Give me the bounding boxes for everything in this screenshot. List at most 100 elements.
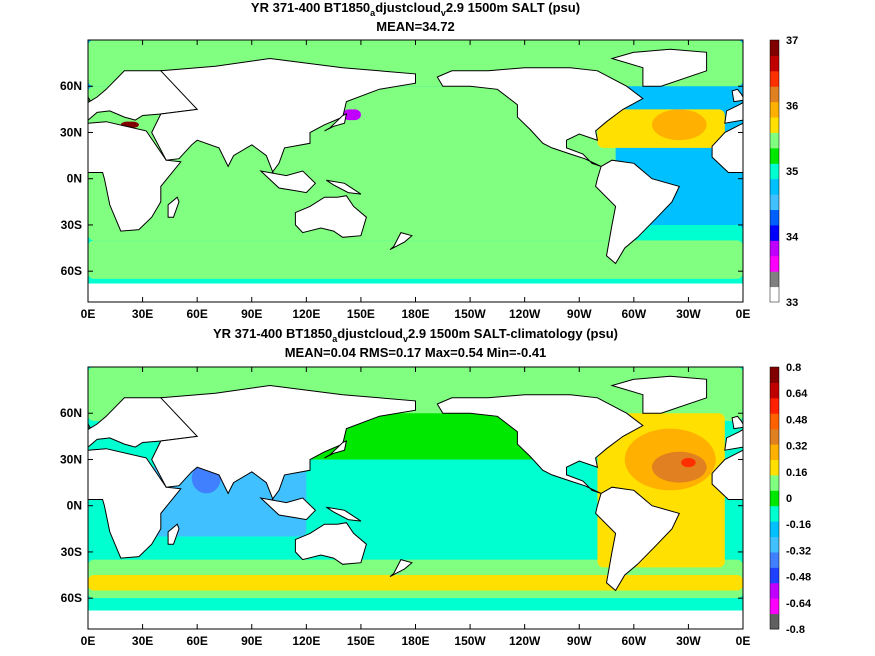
title-part: 2.9 1500m SALT (psu) [446,0,580,15]
colorbar-swatch [770,367,779,383]
land-africa [88,121,182,232]
land-samerica [595,486,681,592]
land-newguinea [326,179,362,195]
colorbar-tick-label: 0.48 [786,414,807,426]
land-greenland [610,375,708,414]
colorbar-swatch [770,521,779,538]
land-greenland [610,48,708,87]
colorbar-swatch [770,86,779,103]
colorbar-swatch [770,117,779,133]
land-namerica [436,394,644,494]
x-tick-label: 120W [509,307,541,321]
title-part: v [403,334,408,344]
southern-yellow [88,575,743,591]
land-africa-wrap [711,122,743,173]
southern-salty-band [88,240,743,279]
y-tick-label: 60N [60,79,82,93]
land-nz [389,232,413,251]
colorbar-swatch [770,271,779,288]
x-tick-label: 150E [347,307,375,321]
title-part: djustcloud [375,0,441,15]
colorbar-swatch [770,397,779,414]
colorbar-tick-label: -0.16 [786,519,811,531]
land-africa [88,448,182,559]
land-madagascar [167,196,180,218]
x-tick-label: 60W [621,634,646,648]
colorbar-swatch [770,163,779,180]
colorbar-swatch [770,40,779,56]
colorbar-swatch [770,240,779,257]
colorbar-swatch [770,490,779,507]
salty-core [652,109,707,141]
colorbar-swatch [770,194,779,211]
colorbar-tick-label: 34 [786,232,799,244]
colorbar-swatch [770,582,779,599]
y-tick-label: 30S [61,218,82,232]
x-tick-label: 120W [509,634,541,648]
x-tick-label: 30E [132,307,153,321]
colorbar-tick-label: 35 [786,166,798,178]
colorbar-tick-label: -0.64 [786,598,812,610]
colorbar-tick-label: 0.32 [786,441,807,453]
colorbar-swatch [770,459,779,476]
y-tick-label: 60N [60,406,82,420]
atlantic-peak [681,457,696,468]
x-tick-label: 150W [454,634,486,648]
x-tick-label: 90E [241,634,262,648]
x-tick-label: 0E [81,634,96,648]
x-tick-label: 90W [567,307,592,321]
map-field [88,40,743,302]
land-australia [294,195,367,238]
colorbar-swatch [770,101,779,118]
colorbar-swatch [770,413,779,430]
title-part: djustcloud [337,326,403,341]
title-part: YR 371-400 BT1850 [251,0,370,15]
colorbar-swatch [770,286,779,303]
colorbar-swatch [770,598,779,615]
colorbar-swatch [770,70,779,87]
x-tick-label: 180E [401,307,429,321]
x-tick-label: 90E [241,307,262,321]
colorbar-swatch [770,255,779,272]
colorbar-tick-label: -0.48 [786,572,811,584]
y-tick-label: 30N [60,452,82,466]
colorbar-tick-label: 36 [786,101,798,113]
land-australia [294,522,367,565]
title-part: YR 371-400 BT1850 [213,326,332,341]
land-japan [324,113,348,132]
title-part: 2.9 1500m SALT-climatology (psu) [408,326,618,341]
map-panel-1: 0E 30E 60E 90E 120E 150E 180E 150W 120W 90W 60W 30W… [60,0,799,321]
colorbar-swatch [770,567,779,584]
chart-title: YR 371-400 BT1850adjustcloudv2.9 1500m S… [213,326,618,344]
y-tick-label: 60S [61,264,82,278]
title-part: v [441,8,446,18]
colorbar-swatch [770,474,779,491]
land-africa-wrap [711,449,743,500]
y-tick-label: 30N [60,125,82,139]
x-tick-label: 90W [567,634,592,648]
x-tick-label: 30E [132,634,153,648]
x-tick-label: 60W [621,307,646,321]
x-tick-label: 60E [186,634,207,648]
x-tick-label: 120E [292,634,320,648]
colorbar-swatch [770,382,779,399]
x-tick-label: 150W [454,307,486,321]
map-panel-2: 0E 30E 60E 90E 120E 150E 180E 150W 120W 90W 60W 30W… [60,326,812,648]
x-tick-label: 150E [347,634,375,648]
y-tick-label: 0N [67,499,82,513]
chart-stats: MEAN=34.72 [376,19,454,34]
land-samerica [595,159,681,265]
land-nz [389,559,413,578]
x-tick-label: 0E [736,634,751,648]
indian-negative [142,467,307,537]
colorbar-swatch [770,505,779,522]
y-tick-label: 0N [67,172,82,186]
y-tick-label: 30S [61,545,82,559]
x-tick-label: 30W [676,634,701,648]
colorbar: 37 36 35 34 33 [769,35,799,309]
land-namerica [436,67,644,167]
land-newguinea [326,506,362,522]
colorbar-tick-label: 33 [786,297,798,309]
japan-sea-marker [342,109,361,121]
